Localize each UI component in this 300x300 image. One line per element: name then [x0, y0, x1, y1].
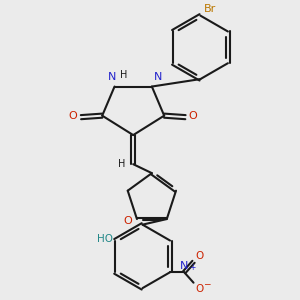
Text: +: +	[189, 262, 196, 272]
Text: H: H	[118, 159, 125, 169]
Text: −: −	[203, 279, 211, 288]
Text: O: O	[195, 251, 203, 261]
Text: N: N	[108, 72, 116, 82]
Text: HO: HO	[97, 234, 113, 244]
Text: N: N	[180, 261, 188, 271]
Text: O: O	[123, 216, 132, 226]
Text: H: H	[120, 70, 127, 80]
Text: O: O	[189, 111, 198, 122]
Text: Br: Br	[203, 4, 216, 14]
Text: O: O	[69, 111, 78, 122]
Text: O: O	[195, 284, 203, 294]
Text: N: N	[154, 72, 163, 82]
